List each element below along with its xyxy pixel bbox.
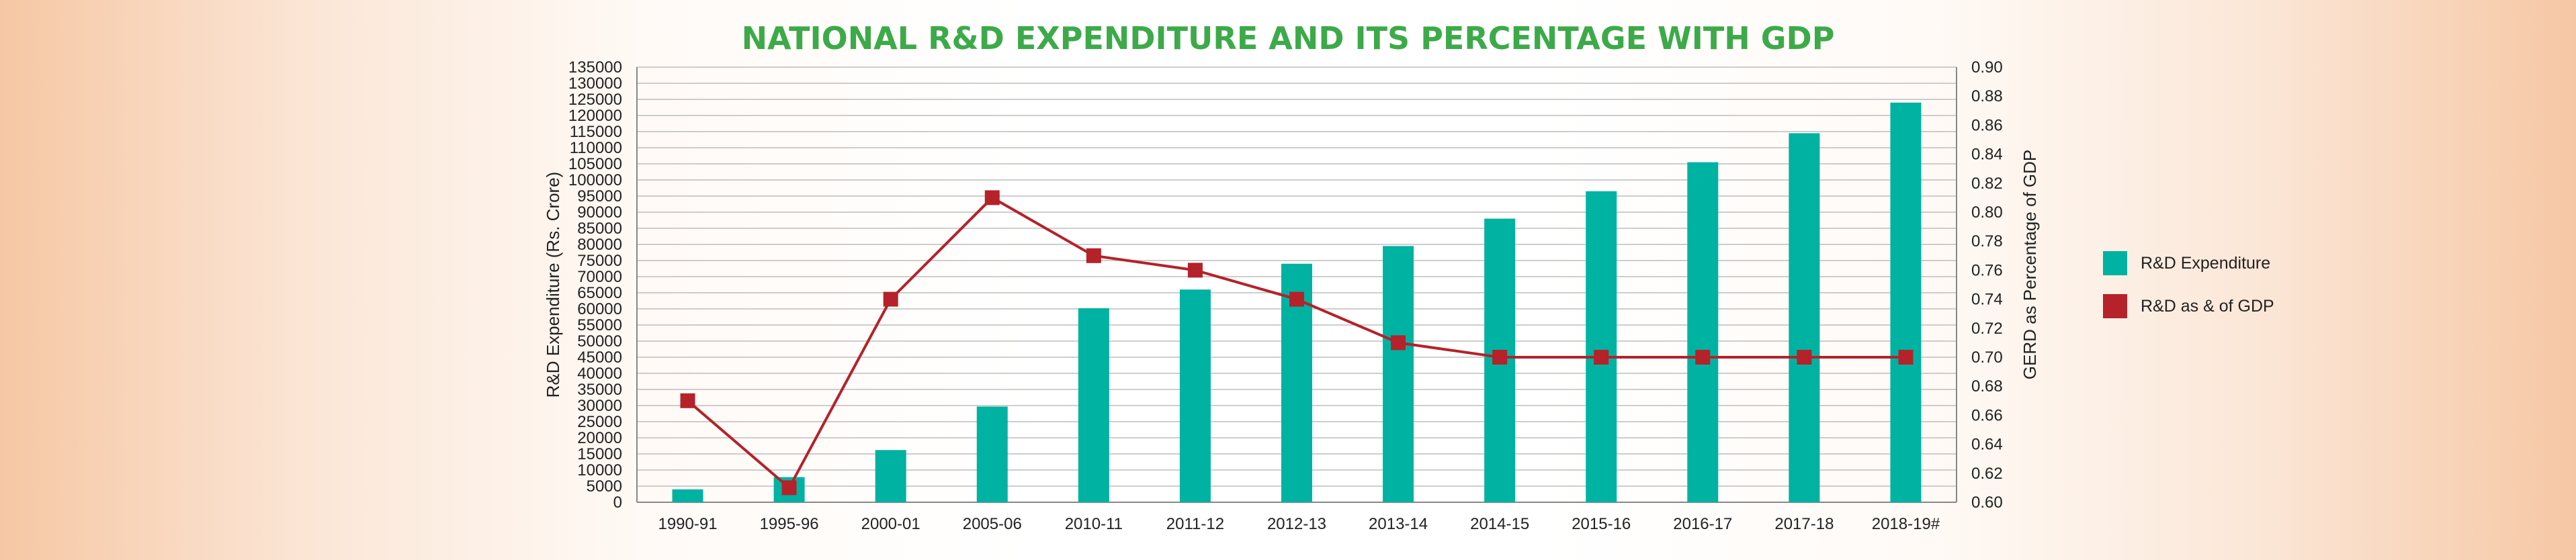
y2-tick-label: 0.84 [1971,146,2003,164]
y2-tick-label: 0.88 [1971,87,2003,105]
x-tick-label: 2013-14 [1369,515,1428,533]
y-tick-label: 85000 [577,220,622,238]
y2-tick-label: 0.68 [1971,377,2003,395]
line-point [680,393,695,408]
line-point [1289,291,1304,307]
y2-tick-label: 0.66 [1971,406,2003,424]
x-tick-label: 1995-96 [760,515,819,533]
y-tick-label: 5000 [587,477,622,496]
x-tick-label: 2014-15 [1470,515,1529,533]
bar [1078,308,1109,502]
y-tick-label: 15000 [577,445,622,463]
legend-swatch-bar [2103,251,2127,275]
y2-tick-label: 0.60 [1971,494,2003,512]
bar [976,406,1008,502]
y-tick-label: 120000 [568,107,622,125]
y-tick-label: 60000 [577,300,622,318]
y2-tick-label: 0.86 [1971,116,2003,134]
y-tick-label: 95000 [577,187,622,205]
bar [875,450,906,502]
y2-tick-label: 0.64 [1971,436,2003,454]
y2-axis-title: GERD as Percentage of GDP [2020,150,2040,379]
x-tick-label: 2018-19# [1872,515,1940,533]
bar [1687,162,1719,502]
y-axis-title: R&D Expenditure (Rs. Crore) [543,172,563,398]
x-tick-label: 2017-18 [1774,515,1834,533]
y-tick-label: 125000 [568,91,622,109]
line-point [1492,350,1508,365]
y-tick-label: 130000 [568,75,622,93]
y-tick-label: 110000 [570,139,622,157]
line-point [984,190,1000,205]
bar [1890,102,1922,503]
line-point [1187,263,1203,278]
y2-tick-label: 0.78 [1971,232,2003,250]
x-tick-label: 2005-06 [963,515,1022,533]
line-point [883,291,898,307]
y2-tick-label: 0.72 [1971,320,2003,338]
line-point [1898,350,1914,365]
x-tick-label: 2011-12 [1166,515,1224,533]
y-tick-label: 45000 [577,348,622,367]
y-tick-label: 40000 [577,365,622,383]
y-tick-label: 20000 [577,429,622,447]
y-tick-label: 50000 [577,332,622,351]
y-tick-label: 55000 [577,316,622,334]
x-tick-label: 2016-17 [1673,515,1732,533]
y-tick-label: 80000 [577,236,622,254]
y-tick-label: 25000 [577,413,622,431]
chart-title: NATIONAL R&D EXPENDITURE AND ITS PERCENT… [741,20,1835,56]
y2-tick-label: 0.74 [1971,291,2003,309]
bar [1383,246,1414,502]
y-tick-label: 0 [613,494,622,512]
line-point [1594,350,1609,365]
x-tick-label: 2015-16 [1572,515,1631,533]
y-tick-label: 75000 [577,252,622,270]
y-tick-label: 70000 [577,268,622,286]
x-tick-label: 2010-11 [1065,515,1123,533]
y-tick-label: 30000 [577,397,622,415]
x-tick-label: 2012-13 [1267,515,1326,533]
line-point [1391,335,1406,351]
line-point [781,480,797,496]
y-tick-label: 135000 [568,58,622,77]
y2-tick-label: 0.76 [1971,261,2003,279]
y-tick-label: 100000 [568,171,622,189]
line-point [1695,350,1711,365]
legend-label-line: R&D as & of GDP [2141,297,2274,316]
y-tick-label: 90000 [577,203,622,222]
bar [1179,289,1211,502]
legend-swatch-line [2103,294,2127,318]
y2-tick-label: 0.82 [1971,175,2003,193]
y2-tick-label: 0.80 [1971,203,2003,222]
bar [1789,133,1820,502]
bar [1586,191,1617,502]
y-tick-label: 10000 [577,461,622,479]
y2-tick-label: 0.70 [1971,348,2003,367]
y-tick-label: 115000 [570,123,622,141]
y-tick-label: 105000 [568,155,622,173]
y2-tick-label: 0.62 [1971,465,2003,483]
x-tick-label: 1990-91 [658,515,717,533]
y2-tick-label: 0.90 [1971,58,2003,77]
bar [672,489,703,502]
y-tick-label: 65000 [577,284,622,302]
line-point [1797,350,1812,365]
x-tick-label: 2000-01 [861,515,920,533]
legend-label-bar: R&D Expenditure [2141,254,2270,273]
line-point [1086,248,1101,263]
y-tick-label: 35000 [577,381,622,399]
